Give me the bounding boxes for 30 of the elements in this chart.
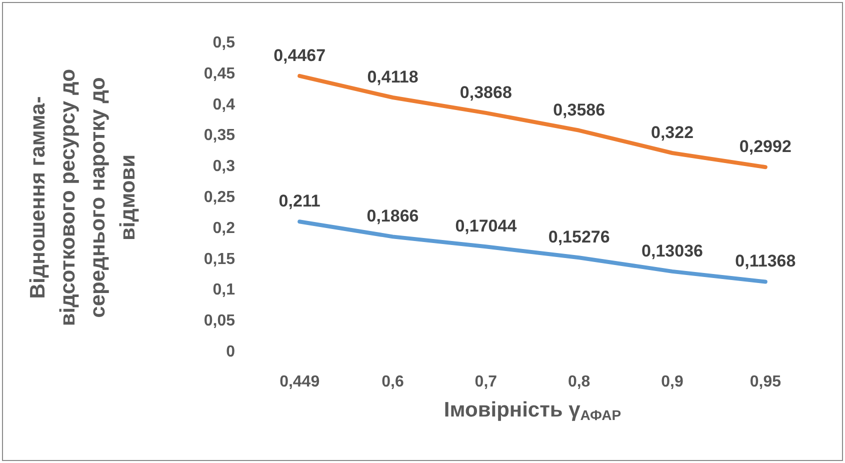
x-tick-label: 0,95: [750, 374, 782, 390]
y-tick-label: 0,4: [212, 96, 236, 114]
data-label: 0,4467: [274, 46, 326, 65]
y-tick-label: 0,25: [204, 189, 236, 206]
data-label: 0,13036: [642, 241, 703, 260]
data-label: 0,11368: [735, 252, 796, 271]
y-tick-label: 0: [226, 344, 236, 360]
y-tick-label: 0,3: [212, 158, 236, 176]
data-label: 0,1866: [366, 206, 419, 226]
data-label: 0,211: [278, 192, 320, 211]
y-axis-title: Відношення гамма-відсоткового ресурсу до середнього наротку до відмови: [26, 68, 140, 326]
x-tick-label: 0,449: [280, 374, 320, 390]
x-tick-label: 0,6: [382, 374, 404, 390]
data-label: 0,322: [650, 123, 694, 142]
y-tick-label: 0,2: [212, 220, 236, 237]
data-label: 0,3868: [460, 82, 512, 102]
data-label: 0,3586: [553, 100, 606, 120]
data-label: 0,15276: [548, 228, 610, 247]
x-tick-label: 0,9: [661, 374, 684, 390]
data-label: 0,17044: [455, 216, 518, 236]
data-label: 0,2992: [739, 137, 792, 156]
y-tick-label: 0,15: [204, 250, 236, 268]
x-tick-label: 0,7: [474, 374, 498, 390]
y-tick-label: 0,45: [204, 65, 236, 82]
y-tick-label: 0,05: [204, 312, 236, 330]
y-tick-label: 0,1: [212, 282, 236, 299]
data-label: 0,4118: [367, 68, 418, 87]
x-tick-label: 0,8: [568, 374, 590, 390]
y-tick-label: 0,35: [204, 127, 236, 144]
y-tick-label: 0,5: [212, 34, 236, 52]
